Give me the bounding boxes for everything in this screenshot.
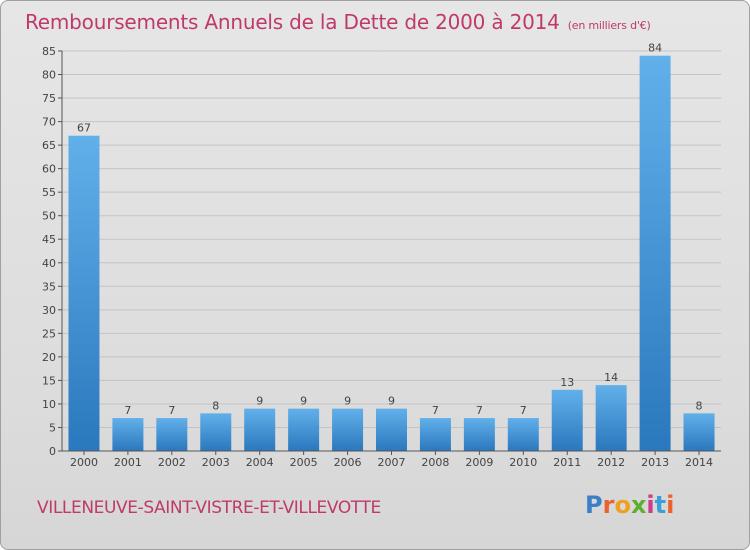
- data-label: 7: [168, 404, 175, 417]
- bar: [244, 408, 276, 451]
- logo-letter: o: [614, 491, 631, 519]
- x-tick-label: 2003: [202, 456, 230, 469]
- data-label: 7: [476, 404, 483, 417]
- y-tick-label: 15: [42, 374, 56, 387]
- x-tick-label: 2006: [334, 456, 362, 469]
- y-tick-label: 45: [42, 233, 56, 246]
- x-tick-label: 2012: [597, 456, 625, 469]
- y-tick-label: 60: [42, 163, 56, 176]
- y-tick-label: 70: [42, 116, 56, 129]
- x-tick-label: 2010: [509, 456, 537, 469]
- bar: [332, 408, 364, 451]
- data-label: 9: [256, 395, 263, 408]
- x-tick-label: 2002: [158, 456, 186, 469]
- logo-letter: t: [654, 491, 667, 519]
- bar-chart: 0 5 10 15 20 25 30 35 40 45 50 55 60 65 70 75 80 85 2000 20…: [42, 42, 721, 469]
- bar: [376, 408, 407, 451]
- x-tick-label: 2007: [378, 456, 406, 469]
- chart-title: Remboursements Annuels de la Dette de 20…: [25, 10, 651, 34]
- bar: [68, 135, 100, 452]
- data-label: 8: [212, 399, 219, 412]
- logo-letter: i: [646, 491, 655, 519]
- logo-letter: i: [666, 491, 675, 519]
- chart-title-text: Remboursements Annuels de la Dette de 20…: [25, 10, 560, 34]
- y-tick-label: 85: [42, 45, 56, 58]
- y-tick-label: 50: [42, 210, 56, 223]
- bar: [551, 389, 583, 451]
- data-label: 13: [560, 376, 574, 389]
- x-tick-label: 2001: [114, 456, 142, 469]
- x-tick-label: 2014: [685, 456, 713, 469]
- bar: [507, 418, 539, 451]
- data-label: 9: [388, 395, 395, 408]
- x-tick-label: 2008: [421, 456, 449, 469]
- y-tick-label: 5: [49, 421, 56, 434]
- data-label: 7: [520, 404, 527, 417]
- bar: [200, 413, 232, 451]
- y-tick-label: 10: [42, 398, 56, 411]
- x-tick-label: 2009: [465, 456, 493, 469]
- x-tick-label: 2004: [246, 456, 274, 469]
- bar: [463, 418, 495, 451]
- bar: [156, 418, 188, 451]
- y-tick-label: 75: [42, 92, 56, 105]
- logo-letter: r: [602, 491, 615, 519]
- data-label: 7: [124, 404, 131, 417]
- logo-letter: x: [630, 491, 647, 519]
- bars: [68, 55, 715, 452]
- data-label: 9: [300, 395, 307, 408]
- y-tick-label: 55: [42, 186, 56, 199]
- data-label: 7: [432, 404, 439, 417]
- y-tick-label: 65: [42, 139, 56, 152]
- y-tick-label: 40: [42, 257, 56, 270]
- axes: 0 5 10 15 20 25 30 35 40 45 50 55 60 65 70 75 80 85 2000 20…: [42, 45, 721, 469]
- x-tick-label: 2011: [553, 456, 581, 469]
- data-label: 14: [604, 371, 618, 384]
- bar: [112, 418, 144, 451]
- y-tick-label: 30: [42, 304, 56, 317]
- data-label: 84: [648, 42, 662, 55]
- bar: [419, 418, 451, 451]
- bar: [595, 385, 627, 451]
- x-tick-label: 2000: [70, 456, 98, 469]
- y-tick-label: 35: [42, 280, 56, 293]
- grid-lines: [62, 50, 721, 428]
- x-tick-label: 2013: [641, 456, 669, 469]
- commune-name: VILLENEUVE-SAINT-VISTRE-ET-VILLEVOTTE: [37, 498, 381, 518]
- y-tick-label: 80: [42, 69, 56, 82]
- data-label: 8: [696, 399, 703, 412]
- data-label: 67: [77, 122, 91, 135]
- chart-subtitle: (en milliers d'€): [567, 19, 651, 32]
- y-tick-label: 25: [42, 327, 56, 340]
- y-tick-label: 20: [42, 351, 56, 364]
- logo-letter: P: [585, 491, 603, 519]
- data-labels: 67 7 7 8 9 9 9 9 7 7 7 13 14 84 8: [77, 42, 703, 417]
- data-label: 9: [344, 395, 351, 408]
- bar: [639, 55, 671, 452]
- y-tick-label: 0: [49, 445, 56, 458]
- x-tick-label: 2005: [290, 456, 318, 469]
- bar: [683, 413, 715, 451]
- bar: [288, 408, 320, 451]
- proxiti-logo: Proxiti: [585, 491, 674, 519]
